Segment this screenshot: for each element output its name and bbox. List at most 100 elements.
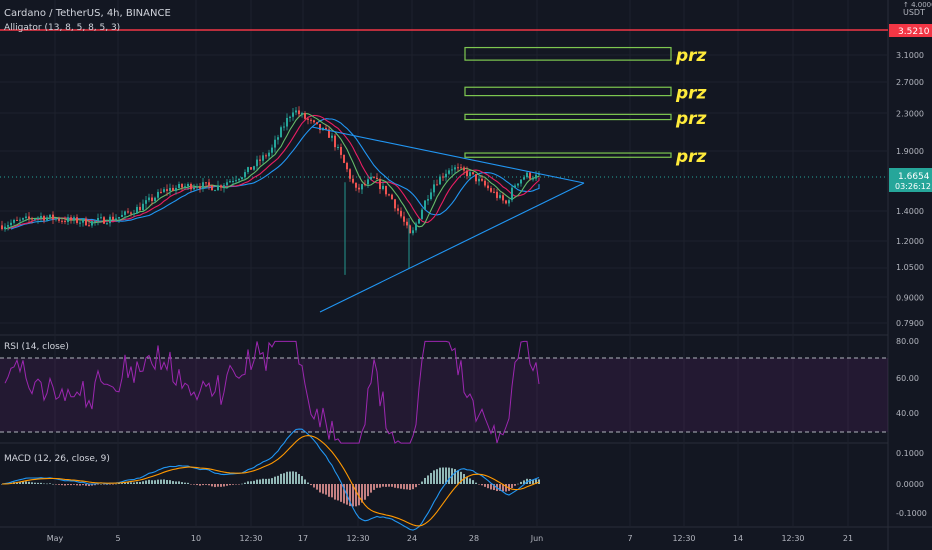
macd-histogram-bar <box>238 484 240 485</box>
candle-body <box>511 187 513 201</box>
candle-body <box>73 217 75 221</box>
indicator-title: Alligator (13, 8, 5, 8, 5, 3) <box>4 23 120 33</box>
macd-histogram-bar <box>286 471 288 484</box>
alligator-teeth-line[interactable] <box>7 114 540 230</box>
candle-body <box>418 218 420 224</box>
macd-histogram-bar <box>394 484 396 488</box>
macd-histogram-bar <box>205 484 207 485</box>
prz-label: prz <box>675 46 707 66</box>
macd-histogram-bar <box>151 480 153 484</box>
prz-zone-box[interactable] <box>464 113 672 121</box>
macd-histogram-bar <box>481 484 483 486</box>
rsi-line[interactable] <box>4 340 540 444</box>
macd-histogram-bar <box>505 484 507 492</box>
macd-histogram-bar <box>58 484 60 485</box>
macd-title: MACD (12, 26, close, 9) <box>4 454 110 464</box>
triangle-lower-line[interactable] <box>319 182 585 313</box>
time-tick-label: 17 <box>298 534 308 543</box>
candle-body <box>289 116 291 118</box>
rsi-tick: 80.00 <box>896 337 919 346</box>
candle-body <box>274 139 276 148</box>
resistance-price-tag <box>889 24 932 37</box>
macd-histogram-bar <box>367 484 369 497</box>
macd-histogram-bar <box>64 484 66 486</box>
macd-histogram-bar <box>175 481 177 484</box>
macd-histogram-bar <box>445 467 447 484</box>
prz-zone-box[interactable] <box>464 152 672 158</box>
macd-histogram-bar <box>127 482 129 484</box>
macd-histogram-bar <box>214 484 216 488</box>
macd-histogram-bar <box>334 484 336 500</box>
candle-body <box>277 137 279 140</box>
macd-histogram-bar <box>139 481 141 484</box>
macd-histogram-bar <box>490 484 492 490</box>
macd-histogram-bar <box>400 484 402 489</box>
macd-histogram-bar <box>511 484 513 489</box>
macd-histogram-bar <box>133 482 135 484</box>
candle-body <box>226 182 228 186</box>
macd-histogram-bar <box>355 484 357 507</box>
candle-body <box>538 174 540 176</box>
macd-histogram-bar <box>322 484 324 494</box>
candle-body <box>331 135 333 138</box>
signal-line[interactable] <box>1 435 540 527</box>
candle-body <box>424 200 426 210</box>
macd-histogram-bar <box>325 484 327 495</box>
candle-body <box>493 191 495 193</box>
triangle-pattern[interactable] <box>311 126 585 313</box>
candle-body <box>52 214 54 220</box>
macd-histogram-bar <box>457 470 459 484</box>
macd-histogram-bar <box>43 483 45 485</box>
prz-zone-box[interactable] <box>464 46 672 61</box>
candle-body <box>121 214 123 217</box>
macd-line[interactable] <box>1 428 540 531</box>
alligator-jaw-line[interactable] <box>10 118 540 230</box>
candle-body <box>115 218 117 221</box>
macd-histogram-bar <box>499 484 501 491</box>
macd-histogram-bar <box>118 483 120 484</box>
macd-histogram-bar <box>256 479 258 484</box>
macd-histogram-bar <box>229 484 231 486</box>
macd-histogram-bar <box>358 484 360 506</box>
candle-body <box>406 221 408 226</box>
macd-histogram-bar <box>28 481 30 484</box>
candle-body <box>25 216 27 219</box>
macd-histogram-bar <box>304 479 306 484</box>
candle-body <box>265 155 267 157</box>
macd-histogram-bar <box>268 478 270 484</box>
candle-body <box>397 208 399 211</box>
candle-body <box>130 212 132 214</box>
macd-histogram-bar <box>190 484 192 485</box>
candle-body <box>232 180 234 182</box>
macd-histogram-bar <box>262 478 264 484</box>
alligator-lips-line[interactable] <box>4 112 540 230</box>
candle-body <box>193 187 195 190</box>
candle-body <box>346 162 348 170</box>
macd-histogram-bar <box>529 479 531 484</box>
candle-body <box>535 174 537 179</box>
candle-body <box>367 179 369 185</box>
candle-body <box>415 223 417 231</box>
macd-histogram-bar <box>427 475 429 484</box>
countdown-label: 03:26:12 <box>895 182 931 191</box>
candle-body <box>154 197 156 201</box>
macd-histogram-bar <box>484 484 486 487</box>
macd-histogram-bar <box>397 484 399 489</box>
candle-body <box>463 167 465 171</box>
prz-zone-box[interactable] <box>464 86 672 97</box>
candle-body <box>133 213 135 215</box>
macd-histogram-bar <box>100 483 102 485</box>
candle-body <box>166 189 168 191</box>
candle-body <box>190 183 192 190</box>
macd-histogram-bar <box>79 484 81 486</box>
triangle-upper-line[interactable] <box>311 126 585 184</box>
macd-histogram-bar <box>172 481 174 484</box>
price-tick-label: 0.9000 <box>896 293 924 302</box>
candle-body <box>523 177 525 180</box>
candle-body <box>31 218 33 220</box>
candle-body <box>28 216 30 219</box>
candle-body <box>64 220 66 222</box>
macd-histogram-bar <box>211 484 213 487</box>
candle-body <box>532 178 534 180</box>
